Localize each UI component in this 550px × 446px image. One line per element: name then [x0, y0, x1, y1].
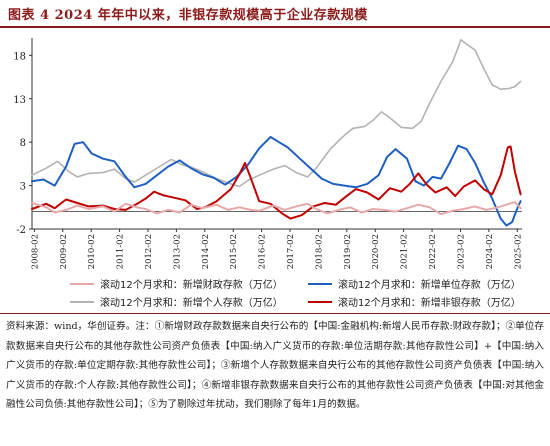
y-tick-label: 18 [13, 51, 26, 62]
x-tick-label: 2025-02 [513, 234, 523, 269]
y-tick-label: -2 [16, 225, 26, 236]
legend-item-fiscal: 滚动12个月求和：新增财政存款（万亿） [70, 276, 283, 291]
x-tick-label: 2018-02 [314, 234, 324, 269]
figure-title-bar: 图表 4 2024 年年中以来，非银存款规模高于企业存款规模 [0, 0, 550, 28]
series-line-0 [31, 38, 522, 188]
x-tick-label: 2011-02 [116, 234, 126, 269]
x-tick-label: 2009-02 [59, 234, 69, 269]
x-tick-label: 2020-02 [371, 234, 381, 269]
source-note: 资料来源：wind，华创证券。注：①新增财政存款数据来自央行公布的【中国:金融机… [0, 313, 550, 446]
x-tick-label: 2022-02 [428, 234, 438, 269]
x-tick-label: 2012-02 [144, 234, 154, 269]
legend-item-personal: 滚动12个月求和：新增个人存款（万亿） [70, 294, 283, 309]
x-tick-label: 2008-02 [30, 234, 40, 269]
line-chart: -2 3 8 13 18 2008-02 2009-02 2010-02 2011-02 2012… [13, 38, 523, 269]
x-tick-label: 2021-02 [400, 234, 410, 269]
legend-label-fiscal: 滚动12个月求和：新增财政存款（万亿） [100, 280, 283, 291]
figure-title: 图表 4 2024 年年中以来，非银存款规模高于企业存款规模 [8, 7, 368, 23]
x-tick-label: 2023-02 [456, 234, 466, 269]
x-tick-label: 2016-02 [258, 234, 268, 269]
y-tick-label: 13 [13, 95, 26, 106]
x-tick-label: 2010-02 [87, 234, 97, 269]
legend-swatch-fiscal [70, 282, 94, 285]
x-tick-label: 2024-02 [485, 234, 495, 269]
series-line-2 [31, 145, 522, 220]
legend-item-nonbank: 滚动12个月求和：新增非银存款（万亿） [308, 294, 521, 309]
y-tick-label: 8 [20, 138, 26, 149]
chart-axes: -2 3 8 13 18 2008-02 2009-02 2010-02 2011-02 2012… [13, 38, 523, 269]
legend-item-corporate: 滚动12个月求和：新增单位存款（万亿） [308, 276, 521, 291]
legend-label-corporate: 滚动12个月求和：新增单位存款（万亿） [338, 280, 521, 291]
series-line-3 [31, 201, 522, 216]
legend-label-nonbank: 滚动12个月求和：新增非银存款（万亿） [338, 298, 521, 309]
series-line-1 [31, 136, 522, 227]
x-tick-label: 2017-02 [286, 234, 296, 269]
x-tick-label: 2013-02 [172, 234, 182, 269]
legend-swatch-nonbank [308, 300, 332, 303]
y-tick-label: 3 [20, 182, 26, 193]
legend-swatch-corporate [308, 282, 332, 285]
chart-series-layer [31, 38, 522, 227]
x-tick-label: 2019-02 [343, 234, 353, 269]
x-tick-label: 2014-02 [201, 234, 211, 269]
x-tick-label: 2015-02 [229, 234, 239, 269]
chart-legend: 滚动12个月求和：新增财政存款（万亿） 滚动12个月求和：新增单位存款（万亿） … [0, 270, 550, 312]
legend-swatch-personal [70, 300, 94, 303]
legend-label-personal: 滚动12个月求和：新增个人存款（万亿） [100, 298, 283, 309]
